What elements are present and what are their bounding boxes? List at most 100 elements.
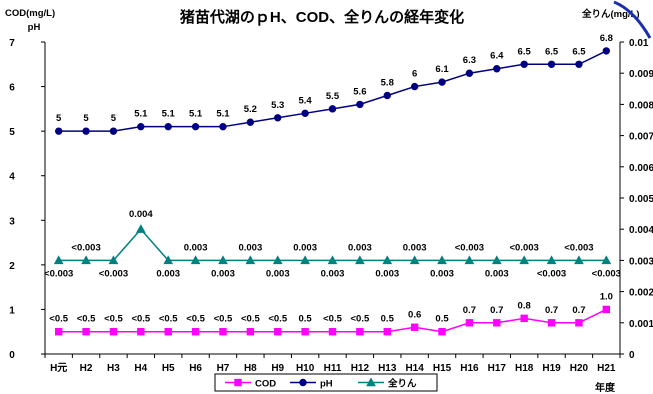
data-point (464, 255, 475, 265)
data-label: 6.8 (600, 33, 613, 44)
data-label: 0.003 (348, 242, 372, 253)
data-label: 5 (83, 113, 89, 124)
data-label: 5.2 (244, 104, 257, 115)
x-tick-label: H15 (433, 363, 452, 374)
data-label: <0.5 (49, 314, 68, 325)
right-tick-label: 0.005 (629, 194, 653, 205)
legend-label: pH (320, 379, 333, 390)
data-label: 0.7 (490, 305, 503, 316)
data-point (519, 255, 530, 265)
data-point (410, 82, 419, 91)
data-point (409, 255, 420, 265)
data-label: 0.003 (266, 268, 290, 279)
data-label: <0.5 (323, 314, 342, 325)
x-tick-label: H20 (570, 363, 589, 374)
x-tick-label: H18 (515, 363, 534, 374)
data-point (574, 255, 584, 265)
x-tick-label: H16 (460, 363, 479, 374)
data-label: <0.003 (44, 268, 73, 279)
data-label: 5.1 (134, 109, 148, 120)
data-point (493, 319, 501, 327)
data-point (137, 328, 145, 336)
data-point (54, 328, 63, 336)
data-label: 0.003 (430, 268, 454, 279)
data-label: 0.003 (403, 242, 427, 253)
data-point (164, 122, 172, 131)
data-label: 0.5 (299, 314, 313, 325)
data-point (382, 255, 393, 265)
data-point (602, 305, 611, 314)
left-tick-label: 4 (9, 172, 15, 183)
right-tick-label: 0.006 (629, 163, 653, 174)
data-point (520, 314, 528, 323)
data-label: 5.4 (299, 95, 313, 106)
data-point (219, 328, 227, 336)
data-label: <0.003 (455, 242, 484, 253)
data-point (383, 91, 391, 100)
data-label: 6.5 (518, 46, 532, 57)
data-point (491, 255, 502, 265)
data-point (218, 255, 228, 265)
data-point (383, 328, 391, 336)
data-point (356, 328, 364, 336)
data-label: 6 (412, 69, 417, 80)
x-tick-label: H10 (296, 363, 315, 374)
data-point (465, 319, 474, 327)
x-tick-label: H9 (271, 363, 284, 374)
x-tick-label: H5 (162, 363, 175, 374)
data-point (54, 127, 63, 135)
data-point (135, 224, 146, 233)
data-point (245, 255, 256, 265)
data-point (108, 255, 119, 265)
data-label: 0.7 (545, 305, 558, 316)
data-label: 5 (56, 113, 62, 124)
data-point (81, 255, 91, 265)
data-label: <0.003 (510, 242, 539, 253)
legend: COD pH 全りん (214, 373, 438, 392)
data-label: 5.5 (326, 91, 340, 102)
x-tick-label: H14 (405, 363, 424, 374)
x-tick-label: H12 (351, 363, 370, 374)
data-point (109, 328, 118, 336)
right-tick-label: 0.01 (629, 38, 649, 49)
x-axis-label: 年度 (595, 381, 616, 394)
data-point (575, 319, 583, 327)
right-tick-label: 0.002 (629, 288, 653, 299)
data-label: 5.6 (353, 86, 366, 97)
data-point (546, 255, 557, 265)
data-label: 0.003 (375, 268, 399, 279)
data-point (137, 122, 145, 131)
left-tick-label: 6 (9, 83, 15, 94)
x-tick-label: H2 (80, 363, 93, 374)
data-point (602, 47, 611, 55)
data-label: 0.003 (184, 242, 208, 253)
x-tick-label: H11 (324, 363, 342, 374)
data-label: 0.8 (518, 300, 531, 311)
data-label: 0.003 (321, 268, 345, 279)
legend-label: COD (255, 379, 276, 390)
data-point (601, 255, 612, 265)
data-point (575, 60, 583, 68)
data-label: 0.5 (381, 314, 395, 325)
data-point (356, 100, 364, 109)
data-point (328, 328, 337, 336)
data-point (53, 255, 64, 265)
data-point (82, 127, 90, 135)
x-tick-label: H6 (189, 363, 202, 374)
legend-label: 全りん (387, 378, 417, 390)
x-tick-label: H7 (217, 363, 230, 374)
data-point (300, 255, 310, 265)
data-label: <0.5 (159, 314, 178, 325)
left-tick-label: 1 (9, 305, 15, 316)
x-tick-label: H4 (134, 363, 147, 374)
data-label: 6.5 (545, 46, 559, 57)
right-tick-label: 0.007 (629, 132, 653, 143)
data-label: <0.003 (537, 268, 566, 279)
left-tick-label: 2 (9, 261, 15, 272)
data-label: 0.7 (572, 305, 585, 316)
data-point (190, 255, 201, 265)
data-label: 0.004 (129, 209, 153, 220)
data-point (328, 105, 337, 113)
data-point (191, 122, 200, 131)
